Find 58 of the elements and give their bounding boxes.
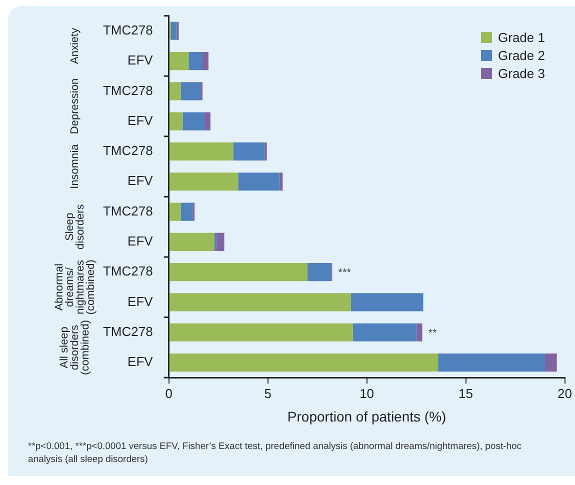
y-tick-label: EFV bbox=[128, 354, 154, 370]
bar bbox=[169, 263, 308, 282]
bar bbox=[182, 112, 204, 130]
legend-label: Grade 2 bbox=[498, 48, 545, 63]
x-tick-label: 15 bbox=[458, 386, 474, 401]
y-tick-label: TMC278 bbox=[102, 143, 153, 158]
y-tick-label: TMC278 bbox=[102, 203, 153, 218]
annotation: ** bbox=[428, 327, 438, 340]
bar bbox=[169, 293, 351, 312]
bar bbox=[169, 52, 189, 70]
text: Abnormal dreams/ nightmares (combined) bbox=[53, 259, 97, 315]
legend-label: Grade 3 bbox=[498, 66, 545, 81]
bar bbox=[169, 323, 353, 342]
y-tick-label: EFV bbox=[128, 52, 154, 68]
bar bbox=[170, 22, 177, 40]
text: Depression bbox=[69, 78, 82, 134]
bar bbox=[169, 202, 181, 221]
bar bbox=[238, 172, 280, 191]
bar bbox=[169, 82, 181, 100]
bar bbox=[169, 353, 438, 372]
bar bbox=[350, 293, 424, 312]
text: Sleep disorders bbox=[64, 204, 86, 250]
bar bbox=[169, 232, 214, 251]
y-tick-label: EFV bbox=[128, 112, 154, 128]
y-tick-label: EFV bbox=[128, 234, 154, 249]
bar bbox=[169, 112, 183, 130]
x-tick-label: 5 bbox=[264, 386, 272, 401]
y-tick-label: TMC278 bbox=[102, 82, 153, 98]
bar bbox=[169, 142, 234, 161]
bar bbox=[202, 52, 208, 70]
x-tick-label: 0 bbox=[165, 386, 172, 401]
text: Anxiety bbox=[69, 27, 82, 64]
y-tick-label: TMC278 bbox=[102, 264, 153, 279]
text: **p<0.001, ***p<0.0001 versus EFV, Fisher’s Exact test, predefined analysis (abnormal dreams/nightmares), post-hoc analysis (all sleep disorders) bbox=[28, 440, 523, 466]
x-tick-label: 10 bbox=[360, 386, 374, 401]
legend-label: Grade 1 bbox=[498, 30, 545, 45]
text: Insomnia bbox=[69, 143, 82, 189]
bar bbox=[169, 172, 238, 191]
bar bbox=[438, 353, 545, 372]
bar bbox=[416, 323, 422, 342]
bar bbox=[307, 263, 332, 282]
bar bbox=[352, 323, 416, 342]
y-tick-label: EFV bbox=[128, 294, 154, 309]
bar bbox=[180, 82, 201, 100]
bar bbox=[280, 172, 283, 191]
bar bbox=[216, 232, 224, 251]
bar bbox=[188, 52, 202, 70]
bar bbox=[204, 112, 210, 130]
x-tick-label: 20 bbox=[558, 386, 572, 401]
text: All sleep disorders (combined) bbox=[58, 320, 92, 375]
bar bbox=[544, 353, 557, 372]
y-tick-label: EFV bbox=[128, 173, 154, 188]
bar bbox=[233, 142, 265, 161]
y-tick-label: TMC278 bbox=[102, 324, 153, 339]
x-axis-title: Proportion of patients (%) bbox=[287, 408, 446, 424]
bar bbox=[180, 202, 193, 221]
annotation: *** bbox=[338, 267, 352, 280]
y-tick-label: TMC278 bbox=[102, 22, 153, 38]
